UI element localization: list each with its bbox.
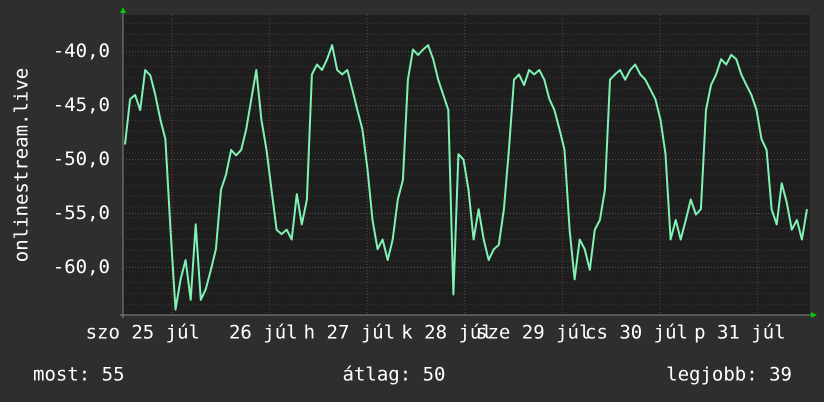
x-tick-label: p 31 júl: [694, 322, 786, 344]
y-axis-arrow: [120, 7, 126, 13]
x-tick-label: sze 29 júl: [476, 322, 590, 344]
y-tick-label: -50,0: [53, 148, 110, 170]
stat-average: átlag: 50: [343, 364, 446, 386]
x-tick-label: szo 25 júl: [86, 322, 200, 344]
x-tick-label: h 27 júl: [304, 322, 396, 344]
y-tick-label: -60,0: [53, 256, 110, 278]
y-axis-title: onlinestream.live: [11, 68, 33, 262]
x-tick-label: k 28 júl: [401, 322, 493, 344]
x-tick-label: cs 30 júl: [585, 322, 688, 344]
stat-current: most: 55: [33, 364, 125, 386]
x-tick-label: 26 júl: [229, 322, 298, 344]
plot-area: [123, 15, 810, 315]
data-line: [124, 44, 808, 311]
y-tick-label: -55,0: [53, 202, 110, 224]
y-tick-label: -45,0: [53, 94, 110, 116]
y-tick-label: -40,0: [53, 40, 110, 62]
x-axis-arrow: [811, 312, 817, 318]
stat-best: legjobb: 39: [666, 364, 792, 386]
